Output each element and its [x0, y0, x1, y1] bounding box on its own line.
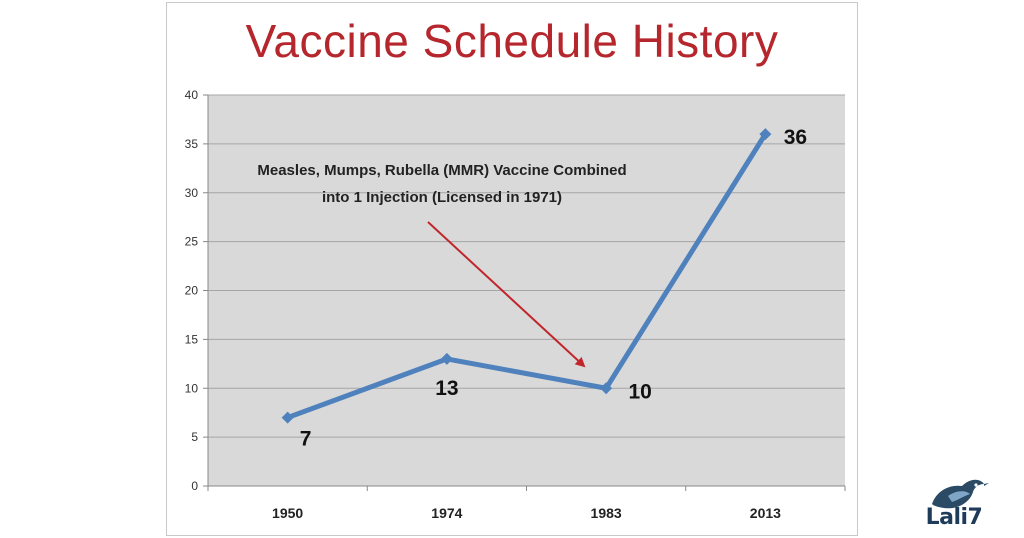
x-tick-label: 1974 — [431, 505, 462, 521]
y-tick-label: 20 — [185, 284, 199, 298]
data-label: 36 — [784, 126, 807, 149]
x-tick-label: 1950 — [272, 505, 303, 521]
y-tick-label: 25 — [185, 235, 199, 249]
data-label: 10 — [628, 380, 651, 403]
logo-text: Lali7 — [925, 505, 983, 530]
lali7-bird-logo-icon — [932, 479, 989, 509]
annotation-arrow — [427, 221, 586, 368]
data-label: 13 — [435, 377, 458, 400]
series-line — [286, 132, 768, 420]
data-point-marker — [281, 411, 294, 424]
data-point-marker — [759, 128, 772, 141]
y-tick-label: 30 — [185, 186, 199, 200]
data-point-marker — [440, 352, 453, 365]
y-tick-label: 35 — [185, 137, 199, 151]
annotation-line-1: Measles, Mumps, Rubella (MMR) Vaccine Co… — [257, 162, 626, 179]
y-tick-label: 0 — [191, 479, 198, 493]
y-tick-label: 10 — [185, 381, 199, 395]
x-tick-label: 1983 — [591, 505, 622, 521]
y-tick-label: 5 — [191, 430, 198, 444]
chart-title: Vaccine Schedule History — [245, 15, 779, 67]
y-tick-label: 40 — [185, 88, 199, 102]
annotation-line-2: into 1 Injection (Licensed in 1971) — [322, 189, 562, 206]
y-tick-label: 15 — [185, 332, 199, 346]
data-label: 7 — [300, 428, 312, 451]
x-tick-label: 2013 — [750, 505, 781, 521]
data-point-marker — [600, 382, 613, 395]
